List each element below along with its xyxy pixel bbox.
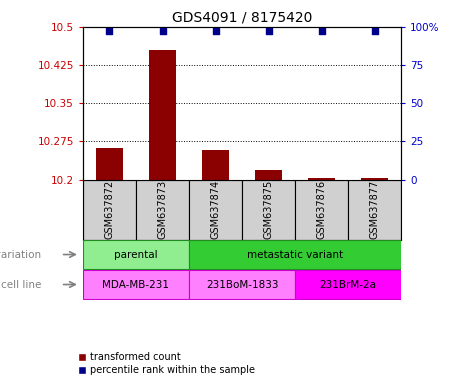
- Bar: [242, 180, 295, 240]
- Point: [371, 28, 378, 35]
- Text: GSM637876: GSM637876: [317, 180, 326, 239]
- Bar: [189, 270, 295, 299]
- Bar: [83, 180, 136, 240]
- Text: 231BrM-2a: 231BrM-2a: [319, 280, 377, 290]
- Bar: [255, 170, 282, 180]
- Text: metastatic variant: metastatic variant: [247, 250, 343, 260]
- Text: GSM637875: GSM637875: [264, 180, 273, 239]
- Point: [265, 28, 272, 35]
- Legend: transformed count, percentile rank within the sample: transformed count, percentile rank withi…: [74, 348, 259, 379]
- Point: [159, 28, 166, 35]
- Text: genotype/variation: genotype/variation: [0, 250, 41, 260]
- Text: GSM637872: GSM637872: [105, 180, 114, 239]
- Bar: [96, 148, 123, 180]
- Text: GSM637873: GSM637873: [158, 180, 167, 239]
- Bar: [361, 178, 388, 180]
- Text: cell line: cell line: [1, 280, 41, 290]
- Bar: [83, 270, 189, 299]
- Point: [106, 28, 113, 35]
- Bar: [149, 50, 176, 180]
- Title: GDS4091 / 8175420: GDS4091 / 8175420: [172, 10, 312, 24]
- Bar: [295, 270, 401, 299]
- Bar: [308, 177, 335, 180]
- Bar: [83, 240, 189, 269]
- Text: parental: parental: [114, 250, 158, 260]
- Point: [212, 28, 219, 35]
- Bar: [295, 180, 348, 240]
- Point: [318, 28, 325, 35]
- Bar: [202, 150, 229, 180]
- Text: GSM637874: GSM637874: [211, 180, 220, 239]
- Bar: [136, 180, 189, 240]
- Bar: [189, 240, 401, 269]
- Text: 231BoM-1833: 231BoM-1833: [206, 280, 278, 290]
- Text: MDA-MB-231: MDA-MB-231: [102, 280, 170, 290]
- Bar: [189, 180, 242, 240]
- Bar: [348, 180, 401, 240]
- Text: GSM637877: GSM637877: [370, 180, 379, 239]
